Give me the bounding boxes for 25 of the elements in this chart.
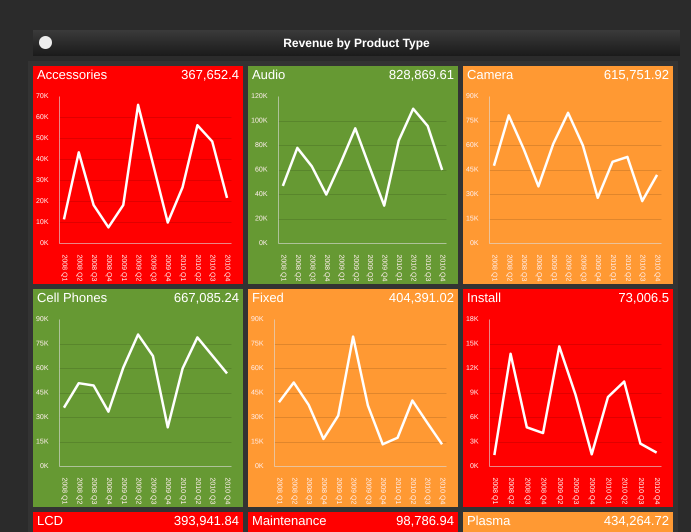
text: 98,786.94 (396, 512, 454, 530)
text: Plasma (467, 512, 510, 530)
chart-title: Camera (467, 66, 514, 84)
text: 393,941.84 (174, 512, 239, 530)
line-series (278, 335, 444, 446)
chart-title: Install (467, 289, 501, 307)
chart-subtitle: 73,006.5 (618, 289, 669, 307)
chart-subtitle: 615,751.92 (604, 66, 669, 84)
chart-subtitle: 828,869.61 (388, 66, 454, 84)
chart-subtitle: 404,391.02 (388, 289, 454, 307)
chart-subtitle: 667,085.24 (174, 289, 239, 307)
line-series (62, 333, 228, 429)
chart-title: Cell Phones (37, 289, 108, 307)
chart-subtitle: 367,652.4 (181, 66, 239, 84)
line-series (62, 104, 228, 229)
line-series (492, 112, 658, 202)
text: Maintenance (252, 512, 326, 530)
text: Revenue by Product Type (33, 30, 680, 56)
chart-title: Accessories (37, 66, 108, 84)
text: 434,264.72 (604, 512, 669, 530)
chart-title: Fixed (252, 289, 284, 307)
chart-title: Audio (252, 66, 286, 84)
line-series (493, 345, 658, 456)
text: LCD (37, 512, 64, 530)
line-series (282, 108, 444, 207)
